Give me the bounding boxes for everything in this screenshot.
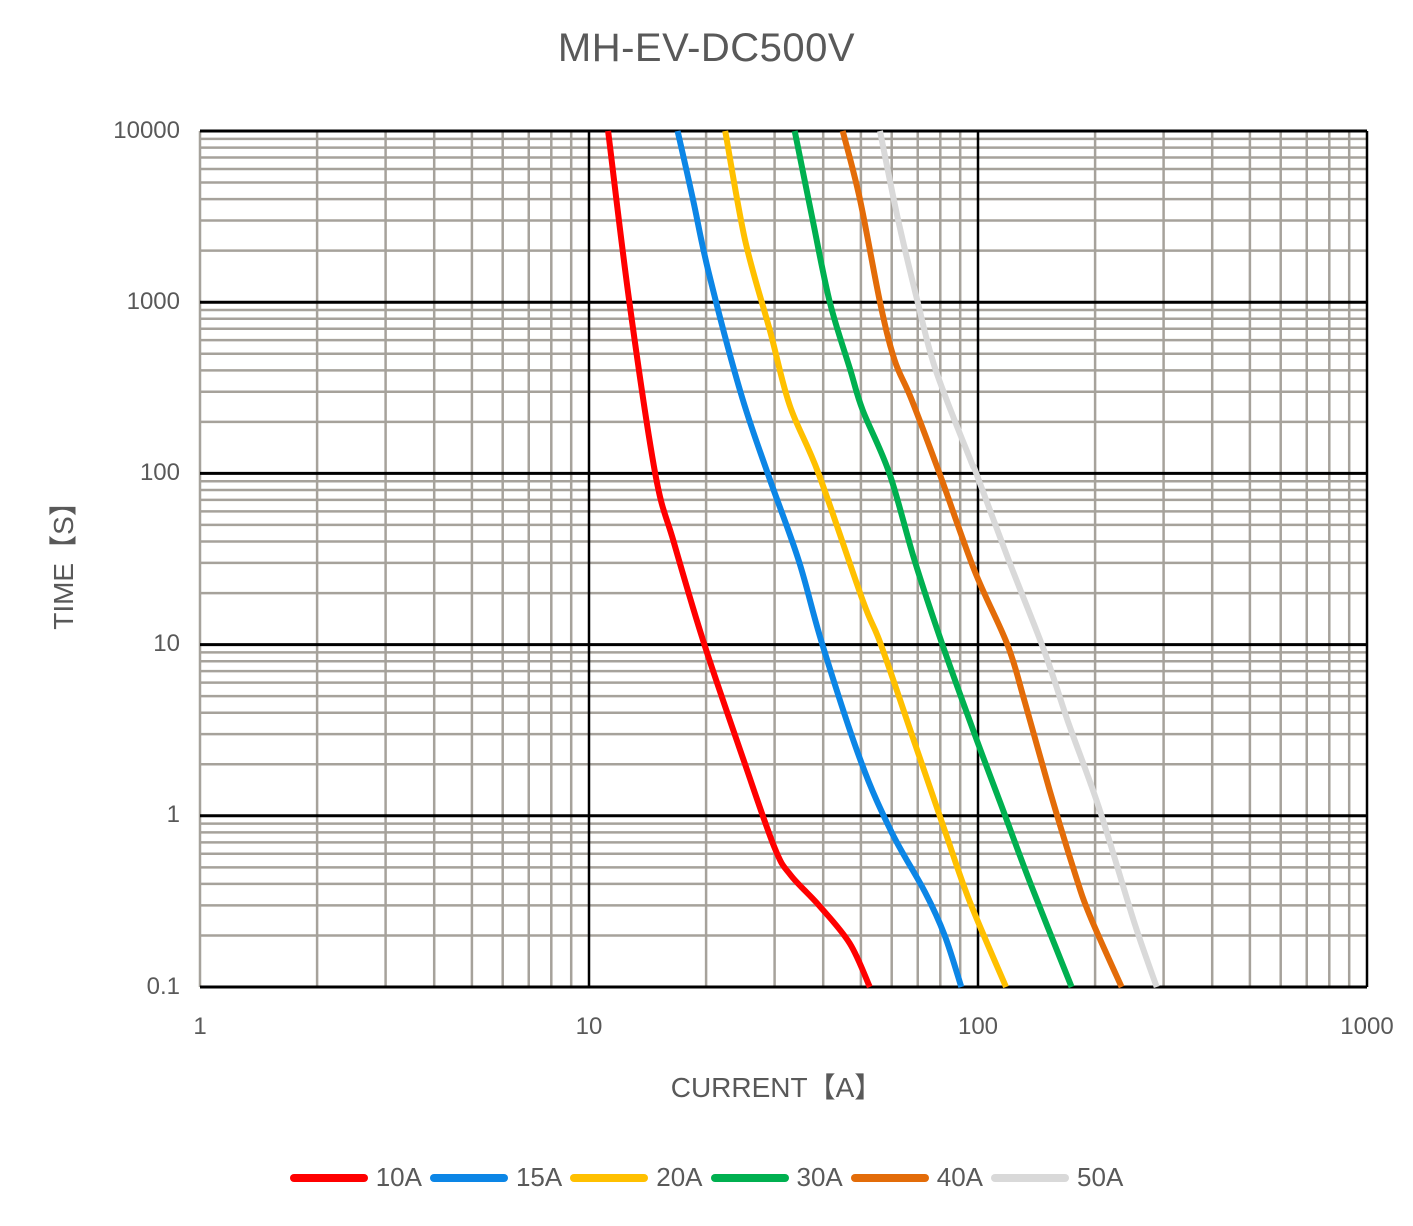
curve-20a — [722, 130, 1009, 989]
y-tick-label: 1 — [166, 801, 180, 828]
curve-15a — [674, 130, 965, 988]
y-tick-label: 10000 — [113, 117, 180, 144]
legend-label: 50A — [1077, 1162, 1124, 1192]
x-tick-label: 1 — [193, 1013, 207, 1040]
x-tick-label: 100 — [957, 1013, 999, 1040]
legend-swatch — [289, 1173, 368, 1182]
x-axis-title: CURRENT【A】 — [670, 1072, 883, 1103]
legend-label: 40A — [936, 1162, 984, 1192]
legend-swatch — [850, 1173, 929, 1182]
x-tick-label: 1000 — [1340, 1013, 1394, 1040]
curve-10a — [605, 130, 873, 989]
legend-label: 15A — [515, 1162, 563, 1192]
y-tick-label: 0.1 — [146, 973, 180, 1000]
x-tick-label: 10 — [575, 1013, 603, 1040]
legend-label: 10A — [375, 1162, 422, 1192]
legend-item-10a: 10A — [289, 1162, 422, 1193]
legend-swatch — [710, 1173, 789, 1182]
major-gridlines — [200, 129, 1369, 989]
y-tick-label: 1000 — [126, 288, 180, 315]
y-axis-title: TIME【S】 — [48, 488, 79, 630]
legend-item-50a: 50A — [991, 1162, 1123, 1193]
minor-gridlines — [198, 131, 1367, 987]
legend-swatch — [991, 1173, 1070, 1182]
curve-50a — [877, 130, 1160, 988]
legend-label: 30A — [796, 1162, 843, 1192]
curve-40a — [839, 130, 1125, 989]
legend-item-40a: 40A — [850, 1162, 984, 1193]
y-tick-label: 100 — [139, 459, 180, 486]
legend-swatch — [429, 1173, 508, 1182]
legend-swatch — [570, 1173, 649, 1182]
legend-item-30a: 30A — [710, 1162, 843, 1193]
series-curves — [605, 130, 1160, 989]
legend: 10A 15A 20A 30A 40A 50A — [0, 1162, 1413, 1193]
curve-30a — [791, 130, 1075, 989]
legend-label: 20A — [656, 1162, 703, 1192]
legend-item-15a: 15A — [429, 1162, 563, 1193]
chart-title: MH-EV-DC500V — [557, 26, 856, 70]
legend-item-20a: 20A — [570, 1162, 703, 1193]
y-tick-label: 10 — [153, 630, 180, 657]
